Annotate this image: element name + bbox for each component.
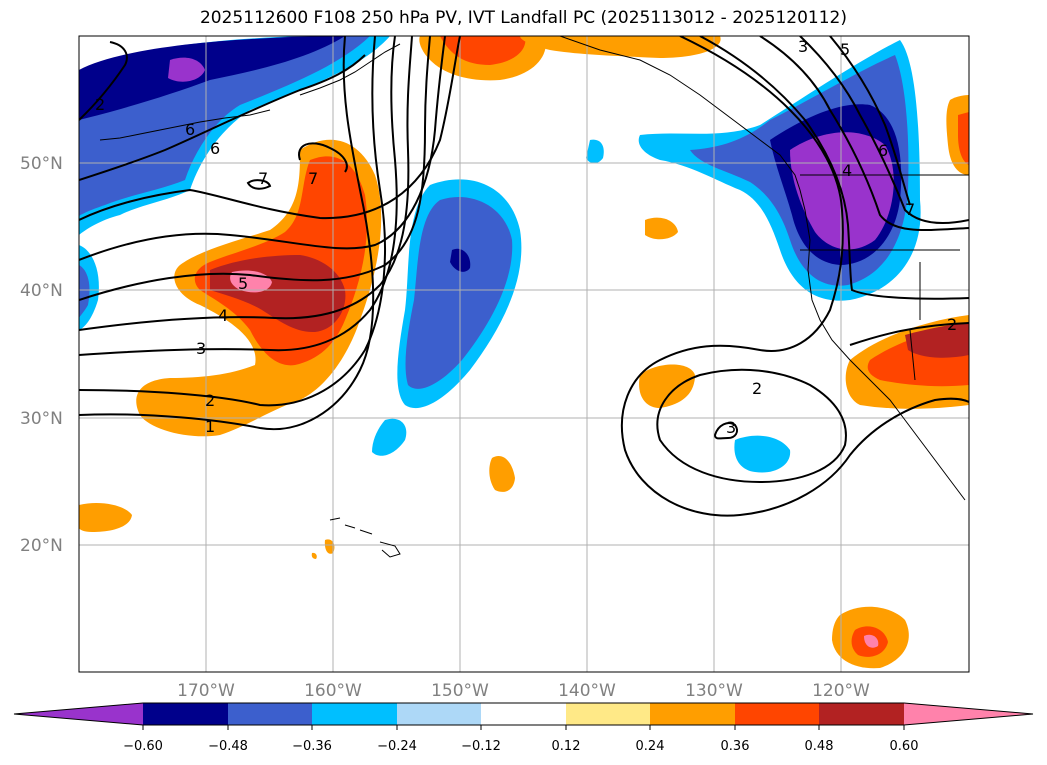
contour-label: 6 bbox=[185, 120, 195, 139]
negative-anomaly-shading-central bbox=[372, 179, 522, 456]
lat-label: 30°N bbox=[20, 409, 63, 429]
contour-label: 5 bbox=[840, 40, 850, 59]
colorbar-tick-label: 0.48 bbox=[805, 739, 834, 754]
colorbar-segment bbox=[14, 703, 143, 725]
lon-label: 170°W bbox=[177, 681, 235, 701]
negative-anomaly-shading-pacific-northwest bbox=[586, 40, 921, 473]
colorbar-tick-label: 0.36 bbox=[721, 739, 750, 754]
contour-label: 3 bbox=[196, 339, 206, 358]
coastlines bbox=[99, 36, 969, 558]
colorbar-segment bbox=[819, 703, 904, 725]
contour-label: 4 bbox=[218, 306, 228, 325]
colorbar-segment bbox=[397, 703, 481, 725]
contour-label: 6 bbox=[878, 141, 888, 160]
colorbar-segment bbox=[312, 703, 397, 725]
colorbar-tick-label: 0.60 bbox=[890, 739, 919, 754]
contour-label: 7 bbox=[905, 200, 915, 219]
contour-label: 6 bbox=[210, 139, 220, 158]
colorbar: −0.60 −0.48 −0.36 −0.24 −0.12 0.12 0.24 … bbox=[13, 702, 1034, 754]
colorbar-segment bbox=[650, 703, 735, 725]
lon-label: 150°W bbox=[431, 681, 489, 701]
colorbar-tick-label: −0.36 bbox=[292, 739, 332, 754]
contour-label: 1 bbox=[205, 417, 215, 436]
lon-label: 130°W bbox=[685, 681, 743, 701]
map-frame bbox=[78, 35, 970, 673]
colorbar-segment bbox=[481, 703, 566, 725]
contour-label: 3 bbox=[798, 37, 808, 56]
contour-label: 2 bbox=[95, 95, 105, 114]
colorbar-segment bbox=[904, 703, 1033, 725]
positive-anomaly-shading-small bbox=[79, 36, 969, 669]
negative-anomaly-shading-west-edge bbox=[79, 245, 99, 330]
colorbar-tick-label: −0.60 bbox=[123, 739, 163, 754]
lat-label: 40°N bbox=[20, 281, 63, 301]
lon-label: 140°W bbox=[558, 681, 616, 701]
contour-label: 7 bbox=[308, 169, 318, 188]
colorbar-segment bbox=[228, 703, 312, 725]
map-area: 1 2 3 4 5 6 7 7 6 2 3 2 3 5 7 6 4 2 bbox=[79, 36, 969, 672]
colorbar-segment bbox=[143, 703, 228, 725]
map-gridlines bbox=[79, 36, 969, 672]
colorbar-tick-label: −0.48 bbox=[208, 739, 248, 754]
contour-label: 2 bbox=[205, 391, 215, 410]
contour-labels: 1 2 3 4 5 6 7 7 6 2 3 2 3 5 7 6 4 2 bbox=[95, 37, 957, 437]
positive-anomaly-shading-central bbox=[136, 139, 382, 437]
ivt-contours bbox=[79, 36, 969, 517]
contour-label: 3 bbox=[726, 418, 736, 437]
colorbar-tick-label: 0.24 bbox=[636, 739, 665, 754]
contour-label: 2 bbox=[752, 379, 762, 398]
contour-label: 2 bbox=[947, 315, 957, 334]
lon-label: 120°W bbox=[812, 681, 870, 701]
longitude-labels: 170°W 160°W 150°W 140°W 130°W 120°W bbox=[177, 681, 870, 701]
contour-label: 5 bbox=[238, 274, 248, 293]
negative-anomaly-shading-northwest bbox=[79, 36, 390, 235]
colorbar-tick-label: 0.12 bbox=[552, 739, 581, 754]
map-title: 2025112600 F108 250 hPa PV, IVT Landfall… bbox=[199, 8, 847, 28]
colorbar-segment bbox=[566, 703, 650, 725]
colorbar-ticks bbox=[142, 725, 905, 730]
contour-label: 7 bbox=[258, 169, 268, 188]
lat-label: 50°N bbox=[20, 154, 63, 174]
contour-label: 4 bbox=[842, 161, 852, 180]
colorbar-tick-label: −0.24 bbox=[377, 739, 417, 754]
lat-label: 20°N bbox=[20, 536, 63, 556]
latitude-labels: 50°N 40°N 30°N 20°N bbox=[20, 154, 63, 556]
colorbar-segment bbox=[735, 703, 819, 725]
colorbar-tick-label: −0.12 bbox=[461, 739, 501, 754]
lon-label: 160°W bbox=[304, 681, 362, 701]
